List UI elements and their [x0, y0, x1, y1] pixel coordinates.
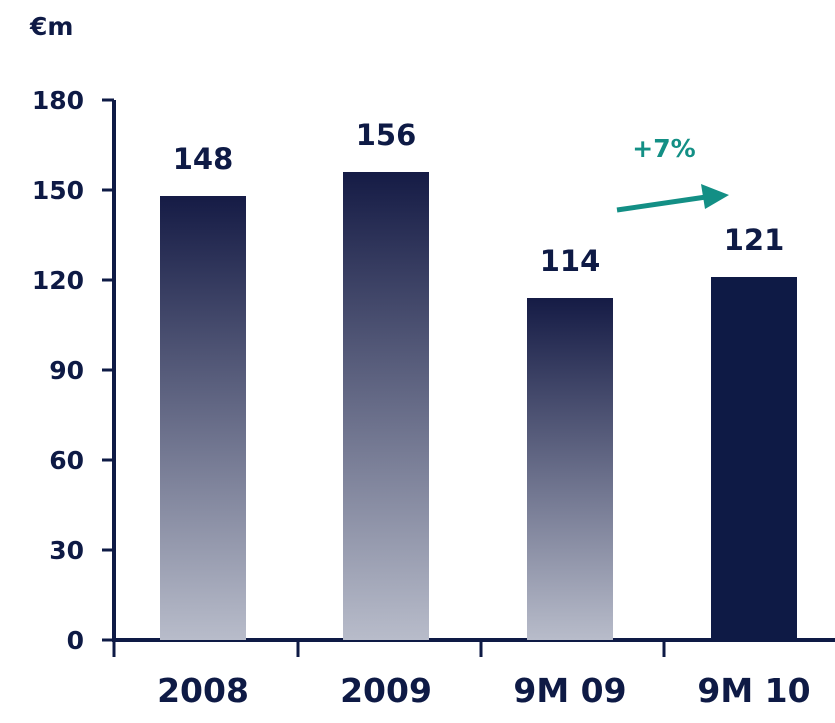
- y-tick-label: 120: [32, 266, 84, 295]
- category-label: 2008: [157, 671, 249, 710]
- bar-9m-09: [527, 298, 613, 640]
- data-label: 121: [724, 223, 785, 257]
- bar-9m-10: [711, 277, 797, 640]
- y-tick-label: 60: [49, 446, 84, 475]
- bar-2009: [343, 172, 429, 640]
- category-label: 2009: [340, 671, 432, 710]
- y-tick-label: 180: [32, 86, 84, 115]
- bar-2008: [160, 196, 246, 640]
- y-tick-label: 90: [49, 356, 84, 385]
- data-label: 148: [173, 142, 234, 176]
- category-label: 9M 10: [697, 671, 810, 710]
- growth-annotation: +7%: [632, 134, 695, 163]
- unit-label: €m: [30, 12, 74, 41]
- growth-arrow-shaft: [616, 194, 707, 213]
- y-tick-label: 30: [49, 536, 84, 565]
- category-label: 9M 09: [513, 671, 626, 710]
- growth-arrow-head: [701, 184, 729, 209]
- y-tick-label: 0: [67, 626, 84, 655]
- y-tick-label: 150: [32, 176, 84, 205]
- data-label: 114: [540, 244, 601, 278]
- data-label: 156: [356, 118, 417, 152]
